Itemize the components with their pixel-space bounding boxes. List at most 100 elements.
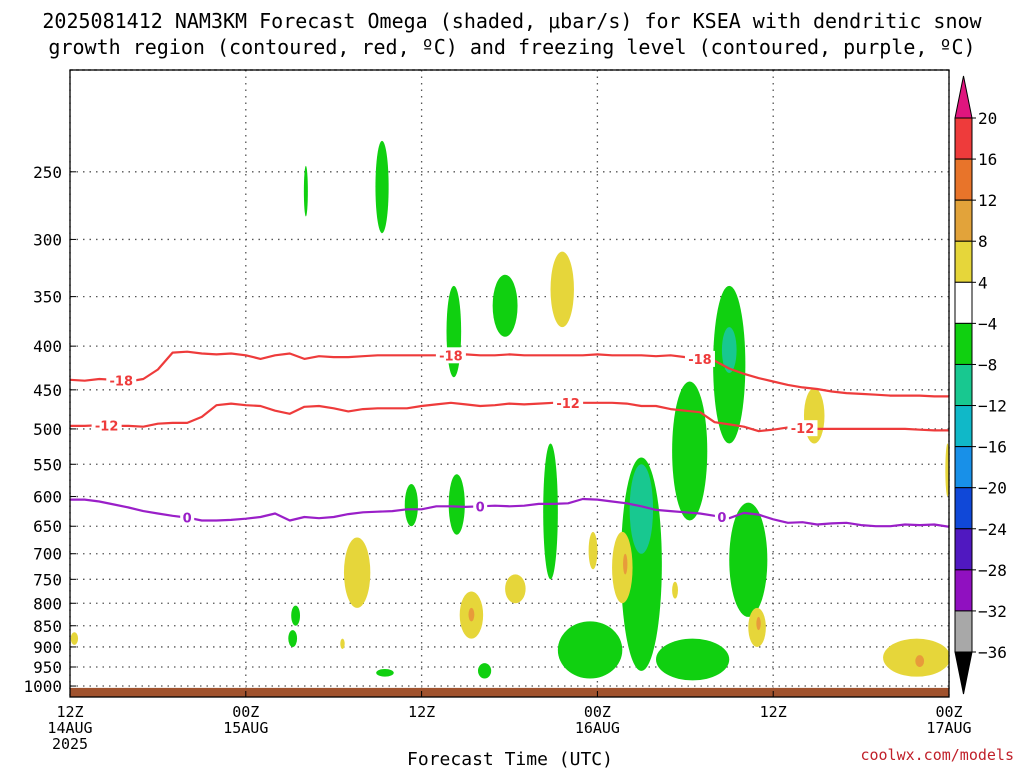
omega-region-7 [448,474,465,535]
colorbar-label-13: −36 [978,643,1007,662]
colorbar-bin-2 [954,199,973,242]
contour-label-bg-2-0 [180,509,195,526]
x-tick-label-36-2: 16AUG [575,719,620,737]
omega-region-17 [291,605,301,626]
omega-region-33 [70,632,79,645]
contour-label-bg-0-0 [106,372,137,389]
colorbar-bin-6 [954,363,973,407]
x-tick-label-12-1: 00Z [232,703,259,721]
y-tick-label-450: 450 [33,381,62,400]
colorbar-label-2: 12 [978,191,997,210]
colorbar-bin-10 [954,528,973,571]
y-tick-label-800: 800 [33,594,62,613]
omega-region-32 [915,655,925,668]
omega-region-24 [505,574,526,604]
contour-label-bg-1-1 [553,394,584,411]
colorbar-label-12: −32 [978,602,1007,621]
omega-region-20 [376,668,394,677]
title-line-2: growth region (contoured, red, ºC) and f… [48,35,975,59]
omega-region-27 [623,553,628,575]
x-axis-title: Forecast Time (UTC) [407,749,613,768]
y-tick-label-700: 700 [33,545,62,564]
y-tick-label-250: 250 [33,163,62,182]
colorbar-bin-1 [954,158,973,201]
omega-region-0 [303,165,308,217]
x-tick-label-0-2: 14AUG [47,719,92,737]
y-tick-label-550: 550 [33,455,62,474]
omega-region-1 [375,140,389,234]
omega-region-18 [288,630,298,647]
colorbar-bin-7 [954,405,973,448]
y-tick-label-950: 950 [33,658,62,677]
colorbar-label-6: −8 [978,355,997,374]
omega-region-30 [756,616,761,631]
y-tick-label-600: 600 [33,488,62,507]
omega-region-3 [492,274,518,337]
colorbar-label-8: −16 [978,438,1007,457]
colorbar-bin-11 [954,569,973,612]
contour-label-0-1: -18 [439,349,463,364]
contours: -18 -18 -18 -12 -12 -12 0 0 0 [70,347,949,528]
x-tick-label-60-2: 17AUG [926,719,971,737]
y-tick-label-400: 400 [33,337,62,356]
y-tick-label-350: 350 [33,288,62,307]
omega-region-34 [340,638,345,650]
y-axis: 250 300 350 400 450 500 550 600 650 700 750 800 850 9… [23,163,76,696]
omega-region-6 [404,483,418,527]
omega-region-10 [629,464,654,554]
colorbar-label-4: 4 [978,273,988,292]
contour-label-2-2: 0 [717,511,726,526]
contour-label-0-2: -18 [688,353,712,368]
x-tick-label-36-1: 00Z [584,703,611,721]
colorbar-bin-4 [954,281,973,324]
x-tick-label-60-1: 00Z [935,703,962,721]
omega-region-15 [557,621,623,679]
x-tick-label-12-2: 15AUG [223,719,268,737]
y-tick-label-1000: 1000 [23,677,62,696]
ground-fill [70,687,949,697]
colorbar-label-9: −20 [978,479,1007,498]
surface-ground [70,687,949,697]
colorbar-bin-5 [954,322,973,365]
omega-region-11 [672,381,708,521]
y-tick-label-300: 300 [33,230,62,249]
colorbar: 20 16 12 8 4 −4 −8 −12 −16 −20 −24 −28 −32 −36 [954,75,1007,695]
colorbar-bottom-arrow [954,651,973,695]
colorbar-label-0: 20 [978,109,997,128]
colorbar-bin-9 [954,487,973,530]
contour-label-2-0: 0 [183,512,192,527]
omega-region-4 [550,251,574,328]
colorbar-bin-12 [954,610,973,653]
credit-text[interactable]: coolwx.com/models [860,746,1014,764]
x-tick-label-24-1: 12Z [408,703,435,721]
omega-region-23 [468,607,475,622]
contour-label-bg-2-1 [473,498,488,515]
y-tick-label-650: 650 [33,517,62,536]
omega-region-13 [721,327,737,373]
omega-region-28 [672,581,678,599]
x-tick-label-0-3: 2025 [52,735,88,753]
y-tick-label-750: 750 [33,570,62,589]
omega-region-31 [883,638,949,677]
colorbar-bin-0 [954,117,973,160]
colorbar-bin-8 [954,446,973,489]
y-tick-label-900: 900 [33,638,62,657]
contour-label-1-1: -12 [556,397,580,412]
contour-label-bg-1-2 [787,420,818,437]
colorbar-label-11: −28 [978,561,1007,580]
contour-label-bg-2-2 [714,508,729,525]
plot-frame [69,69,950,698]
colorbar-label-1: 16 [978,150,997,169]
x-tick-label-0-1: 12Z [56,703,83,721]
omega-region-8 [543,443,558,580]
contour-label-1-2: -12 [791,422,815,437]
contour-label-2-1: 0 [476,500,485,515]
contour-label-bg-0-1 [435,347,466,364]
colorbar-bin-3 [954,240,973,283]
title-line-1: 2025081412 NAM3KM Forecast Omega (shaded… [42,9,982,33]
contour-label-bg-0-2 [684,350,715,367]
contour-label-1-0: -12 [95,420,119,435]
